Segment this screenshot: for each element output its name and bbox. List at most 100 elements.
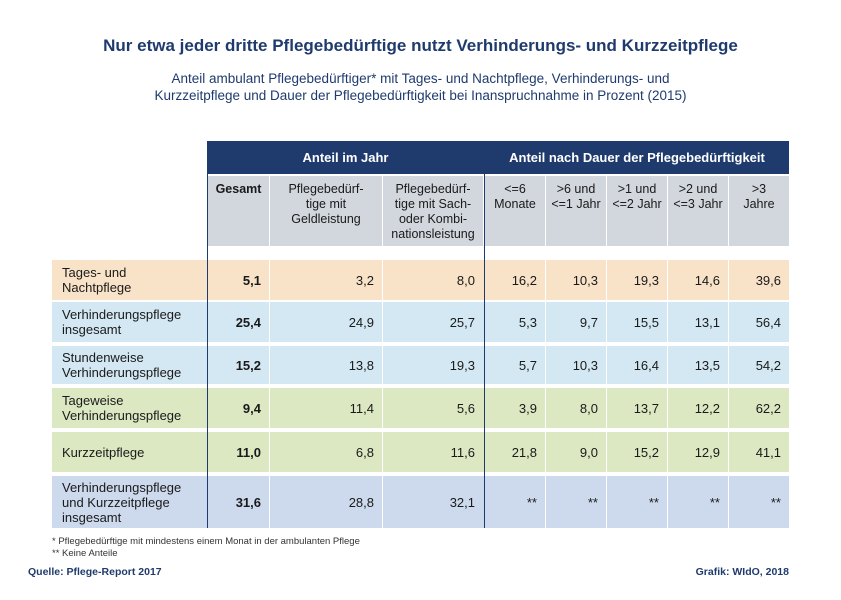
- row-label-line: insgesamt: [62, 509, 122, 525]
- table-cell: 21,8: [511, 444, 537, 460]
- cell-separator: [382, 346, 383, 384]
- table-cell: 56,4: [755, 314, 781, 330]
- table-cell: 15,5: [633, 314, 659, 330]
- table-cell: **: [709, 494, 720, 510]
- column-header-line: >2 und: [678, 182, 718, 196]
- cell-separator: [667, 476, 668, 528]
- table-cell: 16,4: [633, 357, 659, 373]
- column-header-line: >3: [751, 182, 767, 196]
- table-cell: 10,3: [572, 357, 598, 373]
- cell-separator: [269, 346, 270, 384]
- row-label: Verhinderungspflege insgesamt: [62, 307, 181, 337]
- table-cell: 11,6: [450, 444, 475, 460]
- table-cell: 24,9: [348, 314, 374, 330]
- column-header: >3 Jahre: [729, 176, 789, 246]
- row-label: Tageweise Verhinderungspflege: [62, 393, 181, 423]
- cell-separator: [382, 260, 383, 300]
- group-header-duration: Anteil nach Dauer der Pflegebedürftigkei…: [485, 141, 789, 174]
- cell-separator: [269, 388, 270, 428]
- table-cell: 9,4: [242, 400, 261, 416]
- column-header-line: oder Kombi-: [398, 212, 468, 226]
- subtitle-line: Kurzzeitpflege und Dauer der Pflegebedür…: [154, 88, 687, 103]
- column-header-line: nationsleistung: [391, 227, 475, 241]
- table-cell: 6,8: [355, 444, 374, 460]
- row-label: Verhinderungspflege und Kurzzeitpflege ins…: [62, 480, 181, 525]
- column-header-line: tige mit: [305, 197, 347, 211]
- credit-label: Grafik: WIdO, 2018: [695, 566, 789, 578]
- table-row: Tageweise Verhinderungspflege 9,4 11,4 5,6 3,…: [52, 388, 789, 428]
- column-header-line: Monate: [494, 197, 536, 211]
- column-header-line: Pflegebedürf-: [288, 182, 364, 196]
- cell-separator: [545, 388, 546, 428]
- cell-separator: [728, 476, 729, 528]
- table-cell: 8,0: [456, 272, 475, 288]
- row-label-line: Nachtpflege: [62, 280, 132, 295]
- footnote: * Pflegebedürftige mit mindestens einem …: [52, 536, 360, 547]
- table-cell: 12,9: [694, 444, 720, 460]
- cell-separator: [545, 260, 546, 300]
- cell-separator: [728, 432, 729, 472]
- row-label-line: Verhinderungspflege: [62, 408, 182, 423]
- table-cell: 28,8: [348, 494, 374, 510]
- cell-separator: [269, 302, 270, 342]
- cell-separator: [667, 302, 668, 342]
- column-header-line: Pflegebedürf-: [395, 182, 471, 196]
- column-header-line: <=3 Jahr: [673, 197, 723, 211]
- footnote: ** Keine Anteile: [52, 548, 118, 559]
- row-label-line: Verhinderungspflege: [62, 307, 182, 322]
- table-cell: **: [770, 494, 781, 510]
- row-label: Kurzzeitpflege: [62, 445, 144, 460]
- cell-separator: [728, 346, 729, 384]
- table-row: Stundenweise Verhinderungspflege 15,2 13,8 1…: [52, 346, 789, 384]
- column-header-line: >6 und: [556, 182, 596, 196]
- table-cell: 5,3: [518, 314, 537, 330]
- table-cell: 19,3: [633, 272, 659, 288]
- cell-separator: [269, 260, 270, 300]
- table-cell: 11,4: [349, 400, 374, 416]
- row-label: Stundenweise Verhinderungspflege: [62, 350, 181, 380]
- table-cell: 39,6: [755, 272, 781, 288]
- cell-separator: [269, 432, 270, 472]
- table-cell: **: [587, 494, 598, 510]
- row-label-line: Kurzzeitpflege: [62, 444, 145, 460]
- table-cell: 25,4: [235, 314, 261, 330]
- cell-separator: [667, 388, 668, 428]
- table-cell: **: [526, 494, 537, 510]
- table-cell: 32,1: [449, 494, 475, 510]
- cell-separator: [667, 346, 668, 384]
- table-cell: 8,0: [579, 400, 598, 416]
- column-header-line: <=2 Jahr: [612, 197, 662, 211]
- table-cell: 15,2: [633, 444, 659, 460]
- column-header-line: Jahre: [743, 197, 775, 211]
- column-header-line: Gesamt: [215, 182, 262, 196]
- column-header-line: tige mit Sach-: [394, 197, 472, 211]
- table-cell: 19,3: [449, 357, 475, 373]
- cell-separator: [269, 476, 270, 528]
- row-label-line: Tages- und: [62, 265, 127, 280]
- table-cell: 9,0: [579, 444, 598, 460]
- column-header: Gesamt: [208, 176, 269, 246]
- column-header: <=6 Monate: [485, 176, 545, 246]
- table-row: Kurzzeitpflege 11,0 6,8 11,6 21,8 9,0 15,2 12,9…: [52, 432, 789, 472]
- cell-separator: [728, 388, 729, 428]
- table-cell: 9,7: [579, 314, 598, 330]
- group-header-year: Anteil im Jahr: [207, 141, 484, 174]
- table-cell: 5,7: [518, 357, 537, 373]
- cell-separator: [545, 346, 546, 384]
- cell-separator: [382, 388, 383, 428]
- cell-separator: [667, 432, 668, 472]
- table-cell: 5,1: [242, 272, 261, 288]
- cell-separator: [606, 260, 607, 300]
- cell-separator: [667, 260, 668, 300]
- table-cell: 10,3: [572, 272, 598, 288]
- table-divider: [484, 141, 485, 528]
- table-divider: [207, 141, 208, 528]
- row-label-line: Stundenweise: [62, 350, 144, 365]
- table-cell: 62,2: [755, 400, 781, 416]
- cell-separator: [728, 260, 729, 300]
- table-cell: 12,2: [694, 400, 720, 416]
- table-row: Verhinderungspflege insgesamt 25,4 24,9 25,7…: [52, 302, 789, 342]
- table-cell: 13,5: [694, 357, 720, 373]
- cell-separator: [606, 476, 607, 528]
- cell-separator: [606, 388, 607, 428]
